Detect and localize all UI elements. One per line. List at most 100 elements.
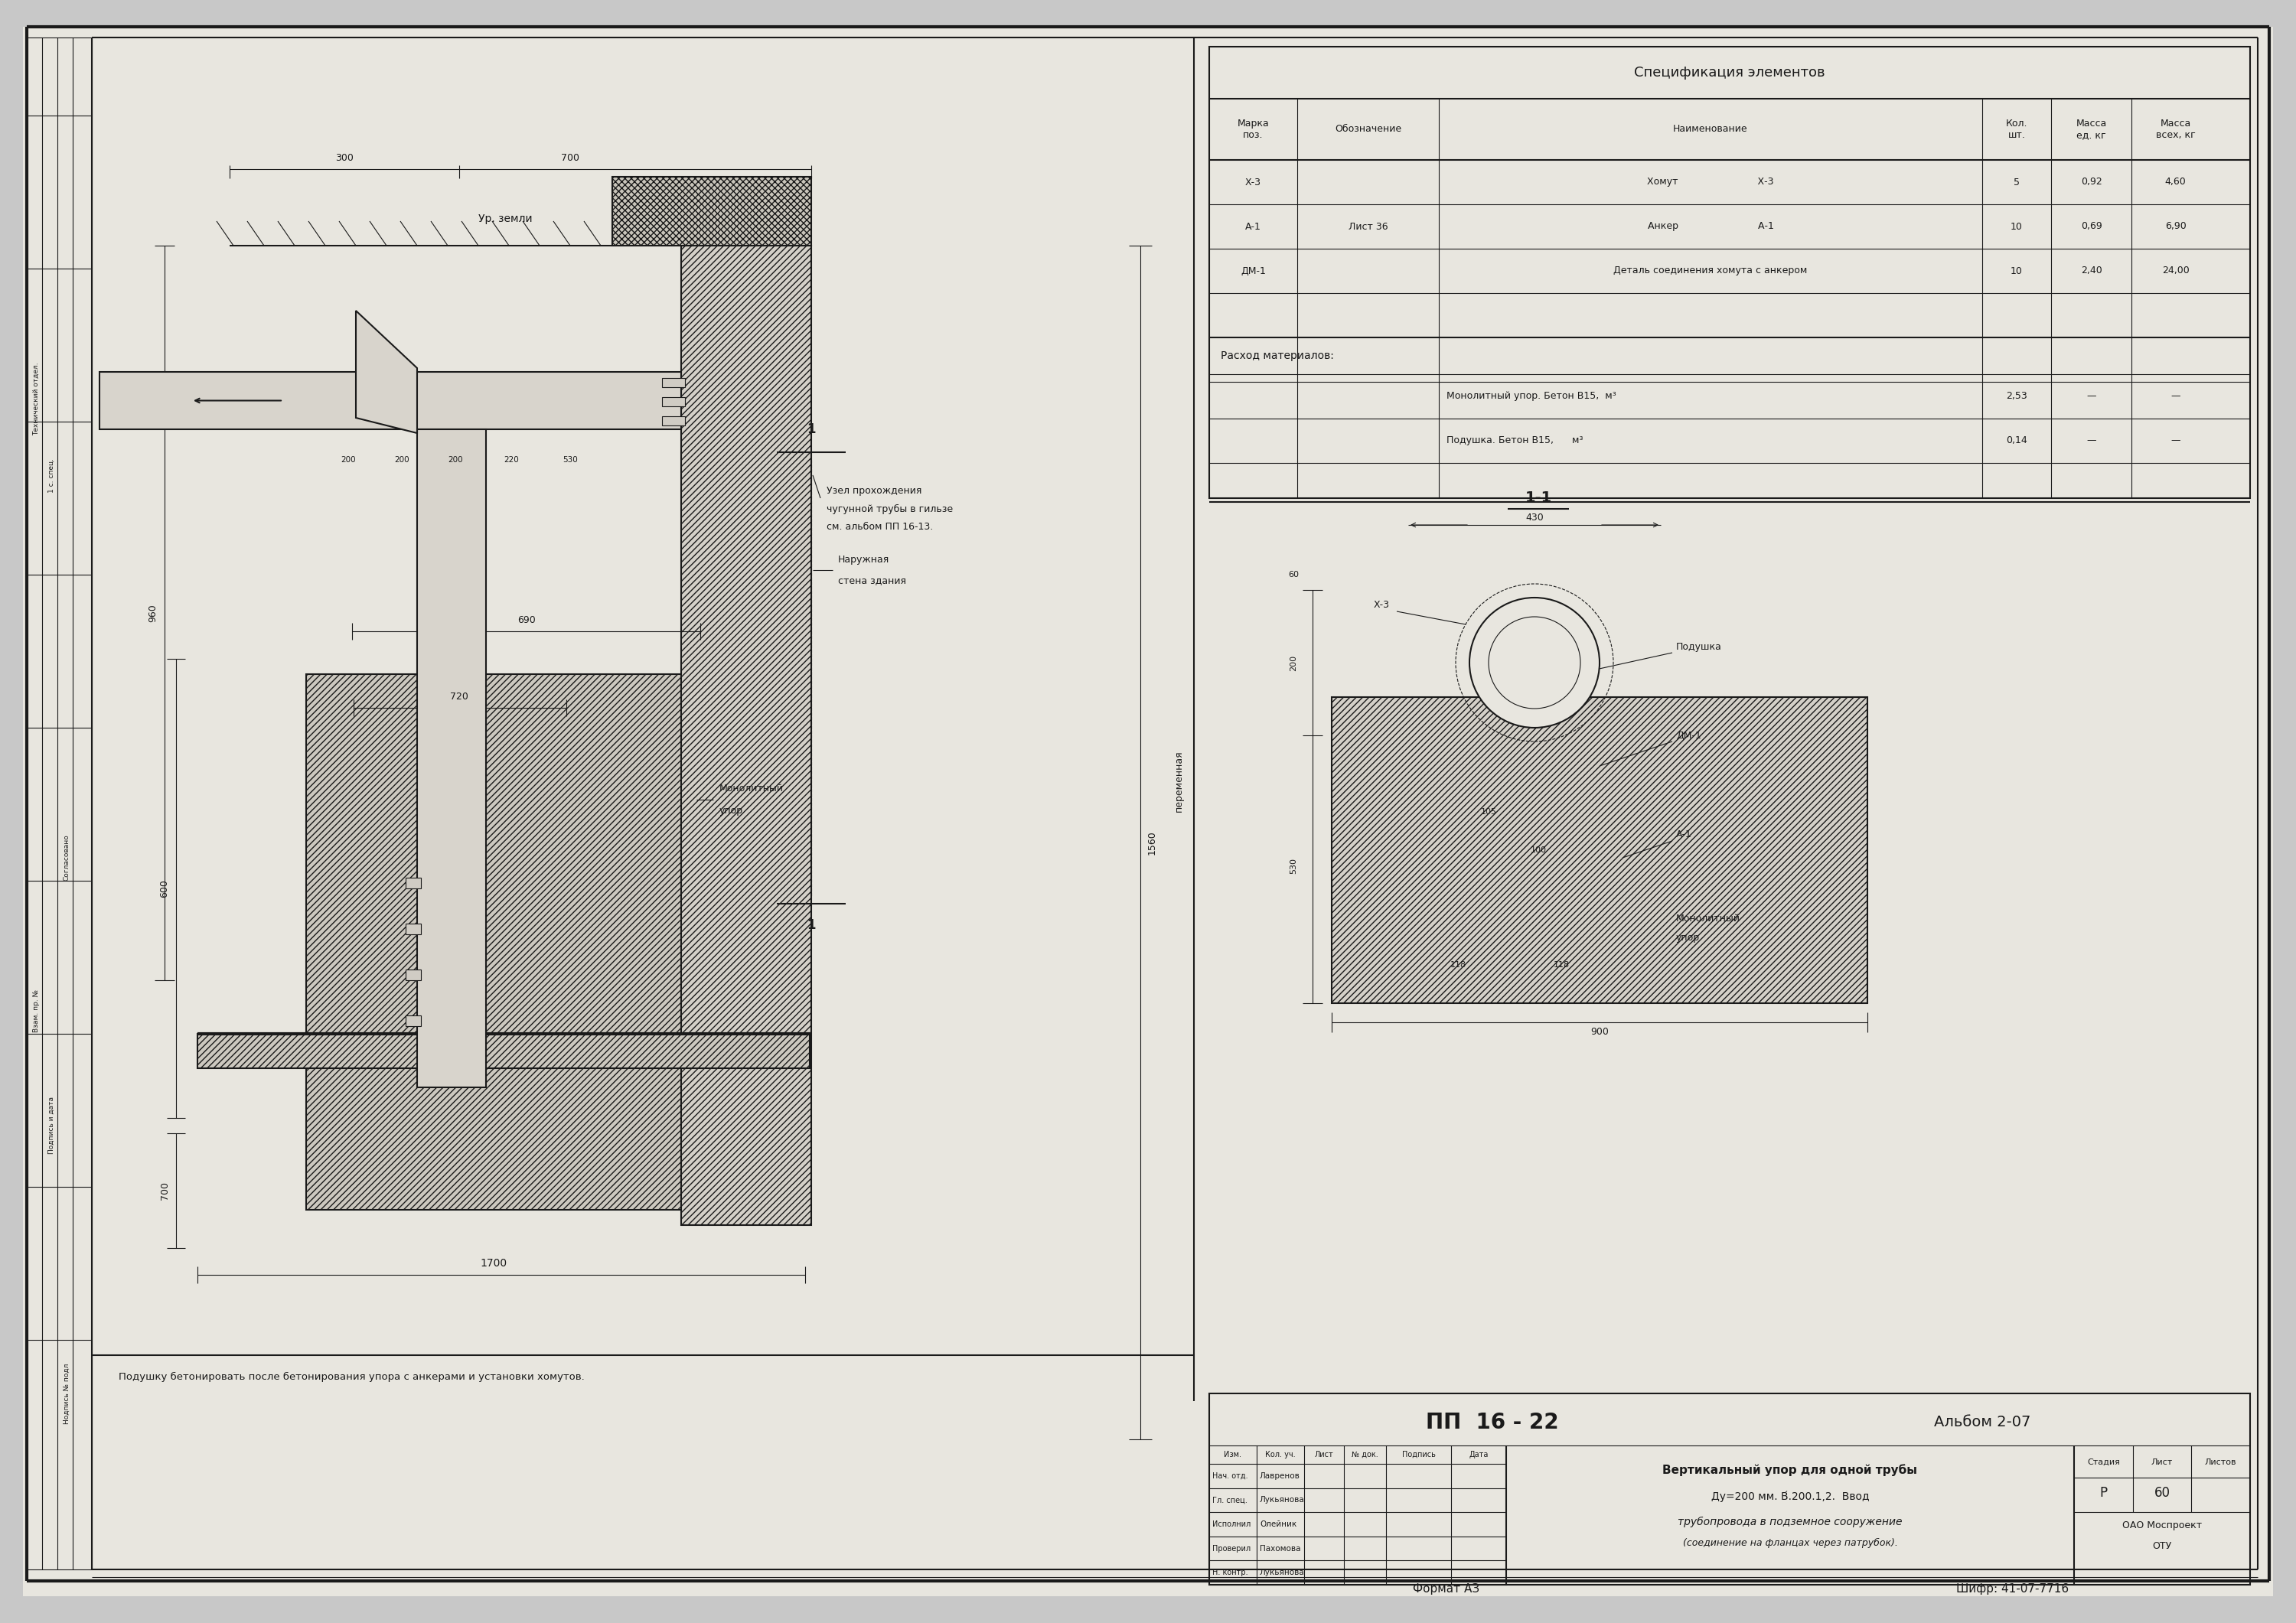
Text: 2,40: 2,40 xyxy=(2080,266,2101,276)
Text: 200: 200 xyxy=(1290,654,1297,670)
Text: Анкер                          А-1: Анкер А-1 xyxy=(1649,221,1773,232)
Text: Кол.
шт.: Кол. шт. xyxy=(2007,118,2027,140)
Text: Лист: Лист xyxy=(1316,1451,1334,1459)
Bar xyxy=(406,969,420,980)
Text: Масса
всех, кг: Масса всех, кг xyxy=(2156,118,2195,140)
Text: упор: упор xyxy=(719,805,744,815)
Text: стена здания: стена здания xyxy=(838,576,907,586)
Text: Взам. пр. №: Взам. пр. № xyxy=(32,990,39,1032)
Text: Подпись и дата: Подпись и дата xyxy=(48,1097,55,1154)
Text: Подушка: Подушка xyxy=(1676,643,1722,652)
Text: 60: 60 xyxy=(2154,1487,2170,1500)
Text: ОАО Моспроект: ОАО Моспроект xyxy=(2122,1521,2202,1530)
Text: Н. контр.: Н. контр. xyxy=(1212,1569,1249,1576)
Text: Олейник: Олейник xyxy=(1261,1521,1297,1529)
Text: Подпись: Подпись xyxy=(1403,1451,1435,1459)
Text: 1700: 1700 xyxy=(480,1258,507,1269)
Text: Обозначение: Обозначение xyxy=(1334,125,1401,135)
Text: № док.: № док. xyxy=(1352,1451,1378,1459)
Text: ПП  16 - 22: ПП 16 - 22 xyxy=(1426,1412,1559,1433)
Text: Лукьянова: Лукьянова xyxy=(1261,1569,1304,1576)
Text: 1-1: 1-1 xyxy=(1525,490,1552,505)
Text: трубопровода в подземное сооружение: трубопровода в подземное сооружение xyxy=(1678,1516,1903,1527)
Text: Монолитный: Монолитный xyxy=(1676,914,1740,923)
Text: Деталь соединения хомута с анкером: Деталь соединения хомута с анкером xyxy=(1614,266,1807,276)
Text: 0,69: 0,69 xyxy=(2080,221,2101,232)
Text: Листов: Листов xyxy=(2204,1459,2236,1466)
Text: 200: 200 xyxy=(448,456,464,464)
Text: 530: 530 xyxy=(1290,857,1297,873)
Text: ДМ-1: ДМ-1 xyxy=(1676,730,1701,740)
Text: —: — xyxy=(2087,437,2096,446)
Text: (соединение на фланцах через патрубок).: (соединение на фланцах через патрубок). xyxy=(1683,1537,1896,1548)
Text: 300: 300 xyxy=(335,153,354,162)
Text: 200: 200 xyxy=(340,456,356,464)
Text: 100: 100 xyxy=(1529,846,1548,854)
Text: А-1: А-1 xyxy=(1244,221,1261,232)
Bar xyxy=(1332,698,1867,1003)
Text: Лукьянова: Лукьянова xyxy=(1261,1496,1304,1505)
Text: 200: 200 xyxy=(395,456,409,464)
Text: Исполнил: Исполнил xyxy=(1212,1521,1251,1529)
Bar xyxy=(613,177,810,245)
Text: 4,60: 4,60 xyxy=(2165,177,2186,187)
Text: Лист: Лист xyxy=(2151,1459,2172,1466)
Text: 430: 430 xyxy=(1525,513,1543,523)
Text: Изм.: Изм. xyxy=(1224,1451,1242,1459)
Bar xyxy=(305,674,696,1209)
Text: Гл. спец.: Гл. спец. xyxy=(1212,1496,1247,1505)
Text: Пахомова: Пахомова xyxy=(1261,1545,1300,1552)
Text: Лист 36: Лист 36 xyxy=(1348,221,1387,232)
Bar xyxy=(1210,1394,2250,1584)
Text: Наружная: Наружная xyxy=(838,555,889,565)
Bar xyxy=(661,378,684,388)
Bar xyxy=(406,878,420,888)
Bar xyxy=(406,1016,420,1026)
Text: 720: 720 xyxy=(450,691,468,703)
Text: Р: Р xyxy=(2099,1487,2108,1500)
Text: —: — xyxy=(2170,437,2181,446)
Text: Кол. уч.: Кол. уч. xyxy=(1265,1451,1295,1459)
Text: 1: 1 xyxy=(806,422,815,437)
Text: Альбом 2-07: Альбом 2-07 xyxy=(1933,1415,2030,1430)
Text: 900: 900 xyxy=(1591,1027,1609,1037)
Text: Согласовано: Согласовано xyxy=(64,834,69,881)
Text: Спецификация элементов: Спецификация элементов xyxy=(1635,67,1825,80)
Text: А-1: А-1 xyxy=(1676,829,1692,839)
Text: 105: 105 xyxy=(1481,808,1497,816)
Text: 700: 700 xyxy=(560,153,579,162)
Text: 1 с. спец.: 1 с. спец. xyxy=(48,458,55,492)
Text: ОТУ: ОТУ xyxy=(2151,1542,2172,1552)
Text: Нодпись № подл: Нодпись № подл xyxy=(64,1363,69,1423)
Text: см. альбом ПП 16-13.: см. альбом ПП 16-13. xyxy=(827,523,932,532)
Text: 10: 10 xyxy=(2011,221,2023,232)
Text: 118: 118 xyxy=(1449,961,1467,969)
Text: Подушку бетонировать после бетонирования упора с анкерами и установки хомутов.: Подушку бетонировать после бетонирования… xyxy=(119,1371,585,1381)
Text: Узел прохождения: Узел прохождения xyxy=(827,485,921,495)
Bar xyxy=(197,1034,810,1068)
Text: Стадия: Стадия xyxy=(2087,1459,2119,1466)
Text: 1: 1 xyxy=(806,919,815,932)
Bar xyxy=(1210,47,2250,498)
Text: 700: 700 xyxy=(158,1182,170,1199)
Text: Марка
поз.: Марка поз. xyxy=(1238,118,1270,140)
Text: Проверил: Проверил xyxy=(1212,1545,1251,1552)
Text: Ур. земли: Ур. земли xyxy=(478,214,533,224)
Text: —: — xyxy=(2087,391,2096,401)
Text: 690: 690 xyxy=(517,615,535,625)
Polygon shape xyxy=(356,310,418,433)
Text: Х-3: Х-3 xyxy=(1244,177,1261,187)
Text: 220: 220 xyxy=(503,456,519,464)
Text: 24,00: 24,00 xyxy=(2163,266,2188,276)
Text: Монолитный упор. Бетон В15,  м³: Монолитный упор. Бетон В15, м³ xyxy=(1446,391,1616,401)
Text: Расход материалов:: Расход материалов: xyxy=(1221,351,1334,362)
Text: 10: 10 xyxy=(2011,266,2023,276)
Text: чугунной трубы в гильзе: чугунной трубы в гильзе xyxy=(827,503,953,514)
Text: Технический отдел.: Технический отдел. xyxy=(32,362,39,435)
Circle shape xyxy=(1469,597,1600,727)
Text: Ду=200 мм. В́.200.1,2.  Ввод: Ду=200 мм. В́.200.1,2. Ввод xyxy=(1711,1492,1869,1503)
Text: Хомут                          Х-3: Хомут Х-3 xyxy=(1646,177,1775,187)
Text: Подушка. Бетон В15,      м³: Подушка. Бетон В15, м³ xyxy=(1446,437,1584,446)
Text: Монолитный: Монолитный xyxy=(719,784,783,794)
Text: 6,90: 6,90 xyxy=(2165,221,2186,232)
